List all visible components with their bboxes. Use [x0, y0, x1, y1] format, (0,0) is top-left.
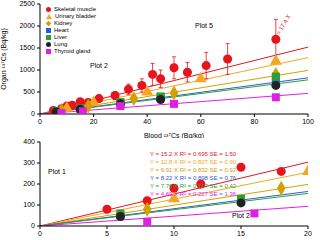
- svg-text:60: 60: [197, 118, 205, 125]
- svg-text:Blood ¹³⁷Cs (Bq/kg): Blood ¹³⁷Cs (Bq/kg): [144, 132, 204, 138]
- html-text:Y = 4.69 X R² = 0.227 SE = 1.3: Y = 4.69 X R² = 0.227 SE = 1.36: [150, 191, 237, 197]
- html-text:Y = 9.91 X R² = 0.832 SE = 0.9: Y = 9.91 X R² = 0.832 SE = 0.92: [150, 167, 237, 173]
- svg-text:15: 15: [237, 230, 245, 237]
- svg-text:1500: 1500: [19, 44, 35, 51]
- svg-text:100: 100: [23, 201, 35, 208]
- html-text:Heart: Heart: [54, 27, 69, 33]
- svg-text:10: 10: [170, 230, 178, 237]
- svg-text:2000: 2000: [19, 22, 35, 29]
- html-text:Y = 7.76 X R² = 0.717 SE = 0.4: Y = 7.76 X R² = 0.717 SE = 0.42: [150, 183, 237, 189]
- html-text:Plot 5: Plot 5: [195, 22, 213, 29]
- svg-text:20: 20: [304, 230, 312, 237]
- svg-text:5: 5: [105, 230, 109, 237]
- html-text:Urinary bladder: Urinary bladder: [55, 13, 96, 19]
- svg-text:0: 0: [31, 110, 35, 117]
- html-text:Skeletal muscle: Skeletal muscle: [54, 6, 96, 12]
- svg-text:Organ ¹³⁷Cs (Bq/kg): Organ ¹³⁷Cs (Bq/kg): [8, 28, 9, 90]
- html-text:Plot 2: Plot 2: [90, 62, 108, 69]
- svg-text:40: 40: [143, 118, 151, 125]
- html-text:Y = 15.2 X R² = 0.695 SE = 1.5: Y = 15.2 X R² = 0.695 SE = 1.50: [150, 151, 237, 157]
- html-text:Plot 1: Plot 1: [48, 168, 66, 175]
- html-text:Y = 8.22 X R² = 0.898 SE = 0.7: Y = 8.22 X R² = 0.898 SE = 0.76: [150, 175, 237, 181]
- html-text:Y = 12.8 X R² = 0.827 SE = 0.9: Y = 12.8 X R² = 0.827 SE = 0.90: [150, 159, 237, 165]
- html-text:Liver: Liver: [54, 34, 67, 40]
- html-text:Plot 2: Plot 2: [232, 212, 250, 219]
- html-text:Kidney: Kidney: [54, 20, 73, 26]
- svg-text:0: 0: [38, 118, 42, 125]
- svg-text:80: 80: [251, 118, 259, 125]
- svg-text:300: 300: [23, 159, 35, 166]
- svg-text:0: 0: [31, 222, 35, 229]
- svg-text:500: 500: [23, 88, 35, 95]
- svg-text:2500: 2500: [19, 0, 35, 7]
- svg-text:100: 100: [302, 118, 312, 125]
- svg-text:1000: 1000: [19, 66, 35, 73]
- html-text:Lung: Lung: [54, 41, 68, 47]
- svg-text:20: 20: [90, 118, 98, 125]
- html-text:Y = 17.4 X: Y = 17.4 X: [272, 13, 292, 41]
- html-text:Thyroid gland: Thyroid gland: [54, 48, 91, 54]
- svg-text:400: 400: [23, 138, 35, 145]
- svg-text:200: 200: [23, 180, 35, 187]
- svg-text:0: 0: [38, 230, 42, 237]
